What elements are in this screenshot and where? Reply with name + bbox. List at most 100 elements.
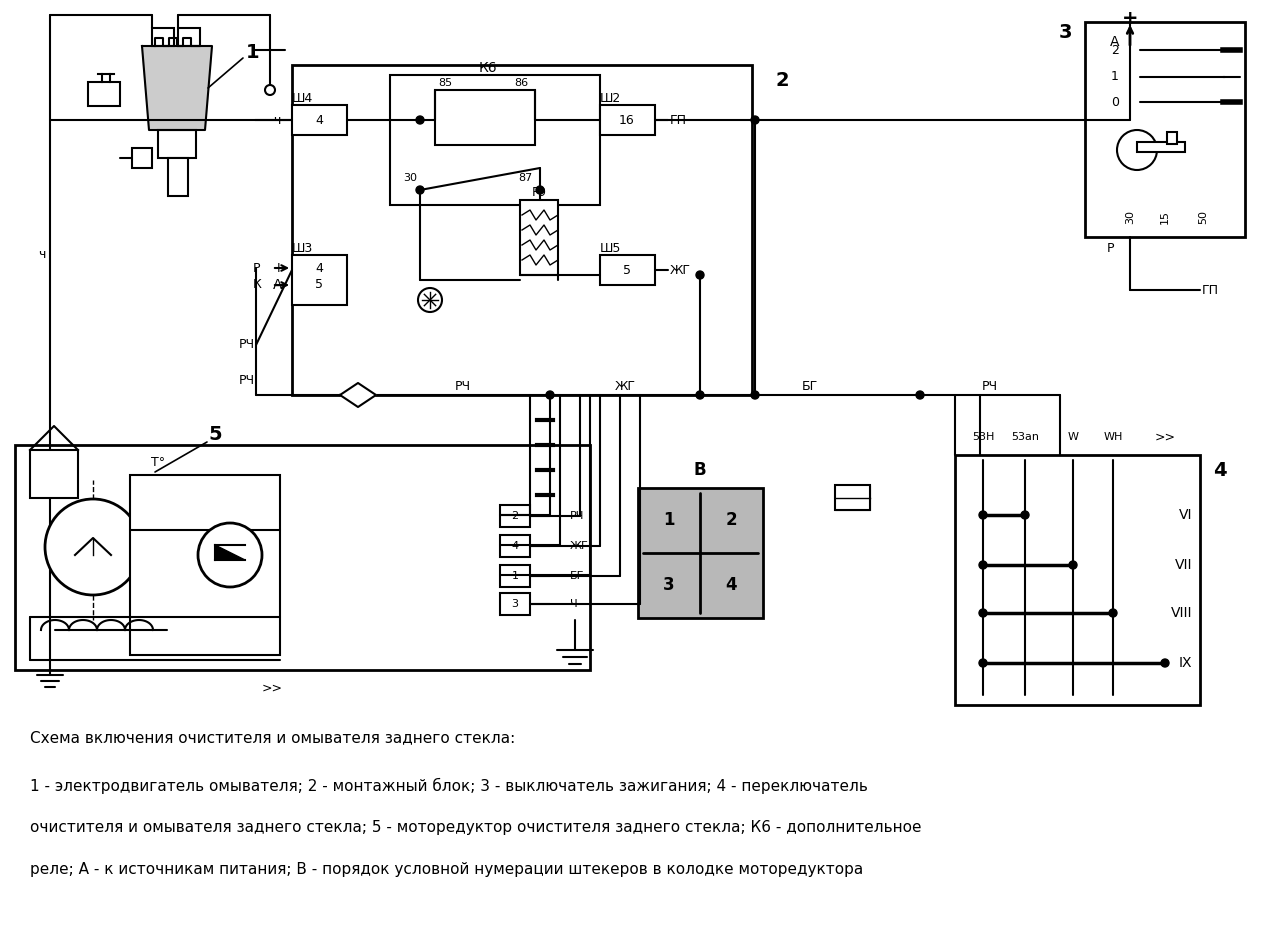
Bar	[500, 565, 530, 587]
Text: БГ: БГ	[570, 571, 585, 581]
Bar	[168, 158, 188, 196]
Text: 2: 2	[775, 70, 789, 90]
Text: 4: 4	[315, 261, 322, 274]
Text: W: W	[1068, 432, 1078, 442]
Text: 3: 3	[664, 576, 675, 594]
Text: 5: 5	[208, 426, 221, 445]
Bar	[1137, 142, 1186, 152]
Text: А: А	[1110, 35, 1119, 49]
Text: 4: 4	[315, 113, 322, 126]
Bar	[132, 148, 152, 168]
Text: В: В	[693, 461, 706, 479]
Bar	[152, 28, 174, 46]
Circle shape	[265, 85, 275, 95]
Text: WН: WН	[1104, 432, 1123, 442]
Bar	[88, 82, 120, 106]
Text: 1: 1	[664, 511, 675, 529]
Text: VII: VII	[1174, 558, 1192, 572]
Text: 1: 1	[246, 42, 260, 62]
Circle shape	[198, 523, 262, 587]
Text: 4: 4	[512, 541, 518, 551]
Bar	[600, 255, 655, 285]
Text: 2: 2	[1111, 43, 1119, 56]
Text: T°: T°	[151, 456, 165, 469]
Text: РЧ: РЧ	[239, 373, 255, 387]
Bar	[521, 200, 558, 275]
Bar	[130, 475, 280, 655]
Text: 85: 85	[437, 78, 451, 88]
Circle shape	[916, 391, 923, 399]
Text: 2: 2	[512, 511, 518, 521]
Circle shape	[1117, 130, 1157, 170]
Text: ч: ч	[38, 248, 46, 261]
Text: Ш4: Ш4	[292, 92, 313, 105]
Bar	[178, 28, 200, 46]
Text: ГП: ГП	[670, 113, 687, 126]
Text: 1: 1	[512, 571, 518, 581]
Circle shape	[751, 116, 758, 124]
Bar	[292, 65, 752, 395]
Bar	[638, 488, 764, 618]
Text: 5: 5	[623, 264, 631, 276]
Bar	[292, 105, 347, 135]
Text: 3: 3	[1058, 22, 1072, 41]
Circle shape	[696, 271, 703, 279]
Polygon shape	[215, 545, 246, 560]
Circle shape	[1069, 561, 1077, 569]
Text: ч: ч	[274, 113, 280, 126]
Circle shape	[978, 561, 987, 569]
Text: 4: 4	[725, 576, 737, 594]
Text: РЧ: РЧ	[570, 511, 585, 521]
Circle shape	[416, 186, 425, 194]
Text: очистителя и омывателя заднего стекла; 5 - моторедуктор очистителя заднего стекл: очистителя и омывателя заднего стекла; 5…	[29, 820, 921, 835]
Circle shape	[978, 511, 987, 519]
Text: РЧ: РЧ	[455, 381, 471, 393]
Text: 53an: 53an	[1010, 432, 1039, 442]
Circle shape	[978, 659, 987, 667]
Circle shape	[45, 499, 141, 595]
Text: 2: 2	[725, 511, 737, 529]
Circle shape	[1109, 609, 1117, 617]
Text: 87: 87	[518, 173, 532, 183]
Text: К: К	[252, 279, 261, 291]
Circle shape	[696, 391, 703, 399]
Circle shape	[416, 116, 425, 124]
Text: VI: VI	[1178, 508, 1192, 522]
Text: 30: 30	[1126, 210, 1134, 224]
Text: F9: F9	[532, 186, 546, 199]
Text: 15: 15	[1160, 210, 1170, 224]
Circle shape	[536, 186, 544, 194]
Text: ГП: ГП	[1201, 284, 1219, 297]
Bar	[292, 255, 347, 305]
Text: реле; А - к источникам питания; В - порядок условной нумерации штекеров в колодк: реле; А - к источникам питания; В - поря…	[29, 862, 863, 877]
Circle shape	[1021, 511, 1030, 519]
Text: 3: 3	[512, 599, 518, 609]
Text: РЧ: РЧ	[982, 381, 998, 393]
Text: 4: 4	[1214, 461, 1227, 479]
Bar	[835, 485, 870, 510]
Text: 5: 5	[315, 279, 324, 291]
Bar	[159, 130, 196, 158]
Text: IX: IX	[1178, 656, 1192, 670]
Circle shape	[546, 391, 554, 399]
Text: 0: 0	[1111, 95, 1119, 109]
Text: VIII: VIII	[1170, 606, 1192, 620]
Bar	[29, 450, 78, 498]
Text: ЖГ: ЖГ	[614, 381, 636, 393]
Bar	[500, 505, 530, 527]
Polygon shape	[340, 383, 376, 407]
Circle shape	[751, 391, 758, 399]
Text: БГ: БГ	[802, 381, 819, 393]
Text: 30: 30	[403, 173, 417, 183]
Text: Р: Р	[253, 261, 261, 274]
Text: >>: >>	[1155, 431, 1175, 444]
Bar	[955, 455, 1200, 705]
Circle shape	[1161, 659, 1169, 667]
Bar	[15, 445, 590, 670]
Circle shape	[418, 288, 443, 312]
Text: >>: >>	[261, 681, 283, 695]
Text: 1 - электродвигатель омывателя; 2 - монтажный блок; 3 - выключатель зажигания; 4: 1 - электродвигатель омывателя; 2 - монт…	[29, 778, 868, 794]
Text: Ш5: Ш5	[600, 241, 622, 255]
Circle shape	[978, 609, 987, 617]
Text: +: +	[1122, 8, 1138, 27]
